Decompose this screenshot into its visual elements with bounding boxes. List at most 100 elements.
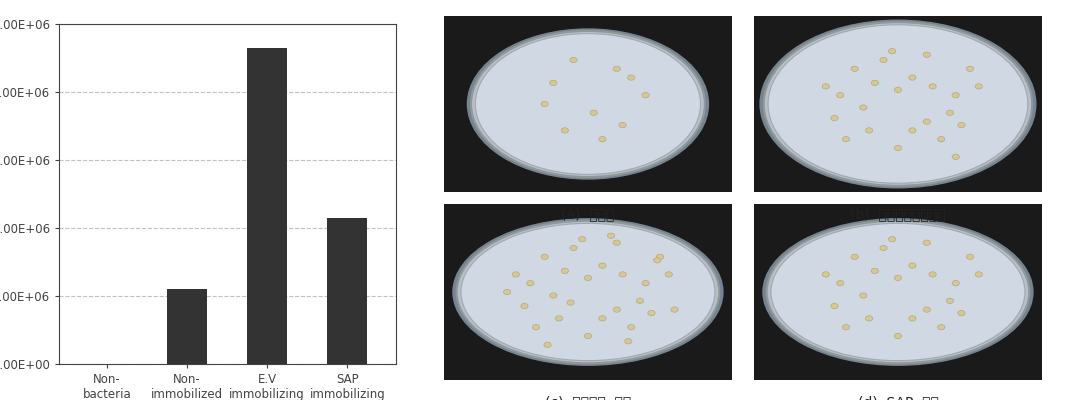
Ellipse shape <box>888 236 896 242</box>
Ellipse shape <box>624 339 632 344</box>
Ellipse shape <box>763 22 1033 186</box>
Ellipse shape <box>585 333 591 339</box>
Ellipse shape <box>656 254 664 260</box>
Ellipse shape <box>831 116 838 121</box>
Ellipse shape <box>556 316 562 321</box>
Ellipse shape <box>456 221 719 363</box>
Bar <box>167 289 207 364</box>
Text: (c)  팈창질석  혼입: (c) 팈창질석 혼입 <box>545 395 631 400</box>
Ellipse shape <box>975 84 982 89</box>
Ellipse shape <box>866 316 872 321</box>
Ellipse shape <box>851 254 858 260</box>
Ellipse shape <box>614 240 620 245</box>
Ellipse shape <box>938 324 945 330</box>
Ellipse shape <box>929 84 936 89</box>
Ellipse shape <box>570 57 577 63</box>
Ellipse shape <box>549 293 557 298</box>
Ellipse shape <box>570 245 577 251</box>
Ellipse shape <box>585 275 591 280</box>
Ellipse shape <box>527 280 533 286</box>
Ellipse shape <box>599 136 606 142</box>
Ellipse shape <box>471 31 704 177</box>
Ellipse shape <box>837 280 843 286</box>
Ellipse shape <box>895 275 901 280</box>
Ellipse shape <box>599 263 606 268</box>
Ellipse shape <box>909 75 916 80</box>
Ellipse shape <box>975 272 982 277</box>
Ellipse shape <box>768 25 1027 183</box>
Ellipse shape <box>614 66 620 72</box>
Ellipse shape <box>866 128 872 133</box>
Ellipse shape <box>467 28 709 180</box>
Ellipse shape <box>924 52 930 57</box>
Ellipse shape <box>822 272 830 277</box>
Ellipse shape <box>578 236 586 242</box>
Ellipse shape <box>895 145 901 151</box>
Ellipse shape <box>532 324 540 330</box>
Ellipse shape <box>541 101 548 107</box>
Ellipse shape <box>909 263 916 268</box>
Ellipse shape <box>895 333 901 339</box>
Ellipse shape <box>614 307 620 312</box>
Ellipse shape <box>461 223 715 361</box>
Text: (a)  무혼입: (a) 무혼입 <box>561 207 615 221</box>
Ellipse shape <box>762 218 1034 366</box>
Ellipse shape <box>952 154 959 160</box>
Ellipse shape <box>636 298 644 304</box>
Bar <box>247 48 288 364</box>
Ellipse shape <box>958 122 965 128</box>
Ellipse shape <box>837 92 843 98</box>
Ellipse shape <box>503 289 511 295</box>
Ellipse shape <box>938 136 945 142</box>
Ellipse shape <box>952 92 959 98</box>
Ellipse shape <box>628 324 635 330</box>
Ellipse shape <box>512 272 520 277</box>
Ellipse shape <box>859 105 867 110</box>
Ellipse shape <box>966 254 974 260</box>
Ellipse shape <box>880 57 887 63</box>
Ellipse shape <box>521 304 528 309</box>
Ellipse shape <box>895 87 901 92</box>
Ellipse shape <box>929 272 936 277</box>
Ellipse shape <box>607 233 615 238</box>
Ellipse shape <box>648 310 655 316</box>
Ellipse shape <box>842 136 850 142</box>
Ellipse shape <box>952 280 959 286</box>
Ellipse shape <box>671 307 678 312</box>
Ellipse shape <box>880 245 887 251</box>
Ellipse shape <box>544 342 552 348</box>
Ellipse shape <box>958 310 965 316</box>
Ellipse shape <box>567 300 574 305</box>
Ellipse shape <box>452 218 724 366</box>
Ellipse shape <box>590 110 598 116</box>
Ellipse shape <box>946 110 954 116</box>
Ellipse shape <box>642 92 649 98</box>
Ellipse shape <box>549 80 557 86</box>
Ellipse shape <box>561 128 569 133</box>
Ellipse shape <box>909 316 916 321</box>
Ellipse shape <box>924 240 930 245</box>
Ellipse shape <box>642 280 649 286</box>
Ellipse shape <box>946 298 954 304</box>
Bar <box>327 218 368 364</box>
Ellipse shape <box>871 80 879 86</box>
Text: (d)  SAP  혼입: (d) SAP 혼입 <box>857 395 939 400</box>
Ellipse shape <box>759 20 1037 188</box>
Ellipse shape <box>771 223 1025 361</box>
Ellipse shape <box>599 316 606 321</box>
Ellipse shape <box>966 66 974 72</box>
Ellipse shape <box>822 84 830 89</box>
Ellipse shape <box>924 119 930 124</box>
Ellipse shape <box>476 34 700 174</box>
Ellipse shape <box>909 128 916 133</box>
Ellipse shape <box>766 221 1029 363</box>
Ellipse shape <box>561 268 569 274</box>
Ellipse shape <box>665 272 672 277</box>
Ellipse shape <box>851 66 858 72</box>
Ellipse shape <box>628 75 635 80</box>
Ellipse shape <box>619 272 626 277</box>
Ellipse shape <box>888 48 896 54</box>
Text: (b)  박테리아단독혼입: (b) 박테리아단독혼입 <box>850 207 946 221</box>
Ellipse shape <box>859 293 867 298</box>
Ellipse shape <box>871 268 879 274</box>
